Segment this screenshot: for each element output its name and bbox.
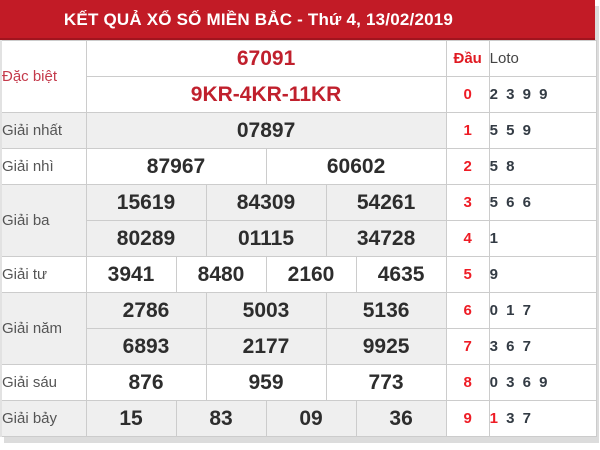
prize-number: 36 [355,400,447,437]
table-row: Giải bảy 15 83 09 36 9 1 3 7 [0,400,597,437]
prize-number: 6893 [85,328,207,365]
lottery-results-panel: KẾT QUẢ XỔ SỐ MIỀN BẮC - Thứ 4, 13/02/20… [0,0,597,437]
dau-value: 1 [445,112,490,149]
prize-number: 2177 [205,328,327,365]
prize-number: 9925 [325,328,447,365]
page-title: KẾT QUẢ XỔ SỐ MIỀN BẮC - Thứ 4, 13/02/20… [63,10,454,29]
dau-value: 9 [445,400,490,437]
table-row: Giải nhì 87967 60602 2 5 8 [0,148,597,185]
prize-number: 2160 [265,256,357,293]
loto-value: 5 6 6 [488,184,597,221]
prize-number: 80289 [85,220,207,257]
dau-value: 3 [445,184,490,221]
loto-column-header: Loto [488,40,597,77]
prize-number: 3941 [85,256,177,293]
loto-value: 5 8 [488,148,597,185]
prize-number: 34728 [325,220,447,257]
table-row: 9KR-4KR-11KR 0 2 3 9 9 [1,76,597,113]
loto-value: 5 5 9 [488,112,597,149]
table-row: 6893 2177 9925 7 3 6 7 [1,328,597,365]
prize-number: 2786 [85,292,207,329]
prize-number: 07897 [85,112,447,149]
dau-value: 7 [445,328,490,365]
dau-value: 6 [445,292,490,329]
dau-value: 0 [445,76,490,113]
prize-number: 09 [265,400,357,437]
table-row: 80289 01115 34728 4 1 [1,220,597,257]
prize-number: 876 [85,364,207,401]
results-table: Đặc biệt 67091 Đầu Loto 9KR-4KR-11KR 0 2… [0,40,597,437]
prize-label-seventh: Giải bảy [0,400,87,437]
loto-digits: 3 7 [506,410,534,427]
prize-number: 01115 [205,220,327,257]
loto-value: 1 [488,220,597,257]
prize-number: 15 [85,400,177,437]
prize-number: 15619 [85,184,207,221]
table-row: Giải nhất 07897 1 5 5 9 [0,112,597,149]
prize-number: 773 [325,364,447,401]
prize-label-fifth: Giải năm [0,292,87,365]
table-row: Đặc biệt 67091 Đầu Loto [0,40,597,113]
prize-label-sixth: Giải sáu [0,364,87,401]
table-row: Giải sáu 876 959 773 8 0 3 6 9 [0,364,597,401]
prize-number: 84309 [205,184,327,221]
loto-value: 2 3 9 9 [488,76,597,113]
results-title-bar: KẾT QUẢ XỔ SỐ MIỀN BẮC - Thứ 4, 13/02/20… [0,0,595,40]
prize-label-first: Giải nhất [0,112,87,149]
dau-value: 5 [445,256,490,293]
prize-label-third: Giải ba [0,184,87,257]
loto-value: 1 3 7 [488,400,597,437]
special-prize-number: 67091 [85,40,447,77]
prize-number: 4635 [355,256,447,293]
loto-value: 0 3 6 9 [488,364,597,401]
prize-number: 54261 [325,184,447,221]
loto-value: 0 1 7 [488,292,597,329]
dau-value: 4 [445,220,490,257]
dau-column-header: Đầu [445,40,490,77]
dau-value: 2 [445,148,490,185]
loto-highlighted-digit: 1 [489,410,500,427]
prize-number: 83 [175,400,267,437]
loto-value: 3 6 7 [488,328,597,365]
table-row: Giải tư 3941 8480 2160 4635 5 9 [0,256,597,293]
prize-number: 60602 [265,148,447,185]
prize-number: 5136 [325,292,447,329]
prize-label-special: Đặc biệt [0,40,87,113]
prize-number: 8480 [175,256,267,293]
prize-number: 959 [205,364,327,401]
table-row: Giải ba 15619 84309 54261 3 5 6 6 [0,184,597,257]
prize-number: 5003 [205,292,327,329]
loto-value: 9 [488,256,597,293]
prize-number: 87967 [85,148,267,185]
table-row: Giải năm 2786 5003 5136 6 0 1 7 [0,292,597,365]
prize-label-second: Giải nhì [0,148,87,185]
special-prize-code: 9KR-4KR-11KR [85,76,447,113]
dau-value: 8 [445,364,490,401]
prize-label-fourth: Giải tư [0,256,87,293]
